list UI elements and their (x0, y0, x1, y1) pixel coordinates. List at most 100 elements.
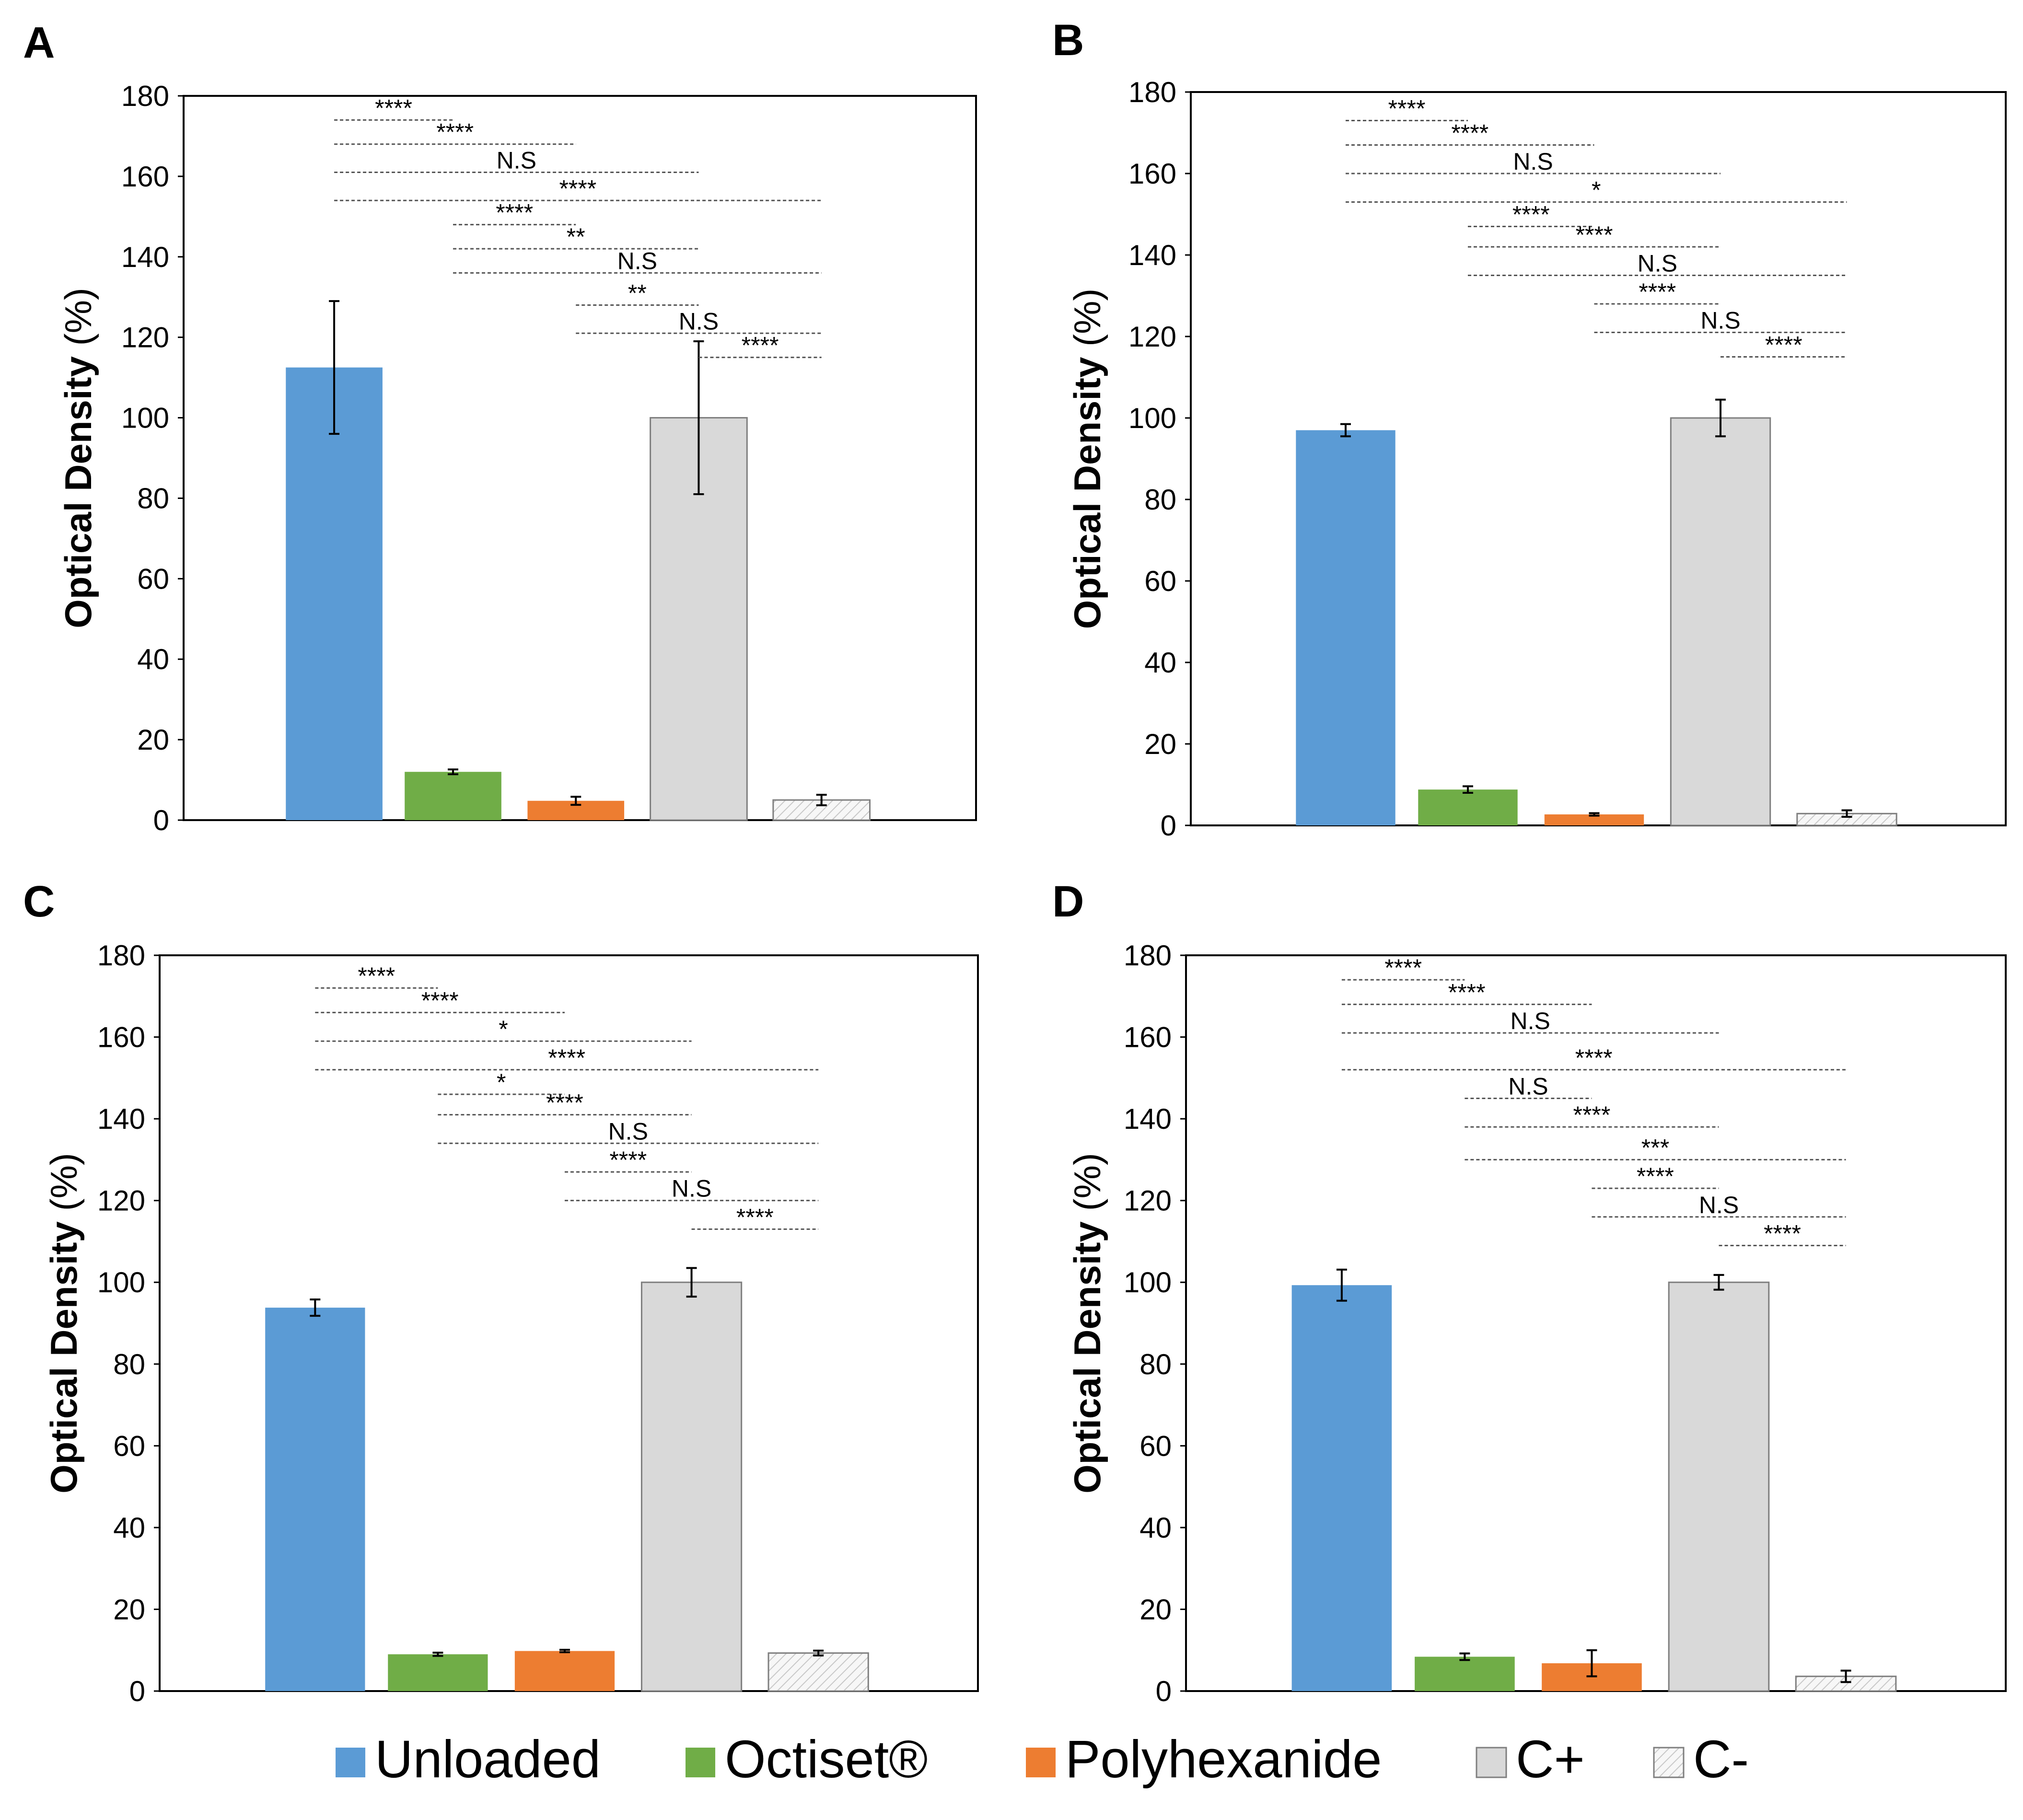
y-tick-label: 140 (1124, 1103, 1172, 1135)
significance-label: **** (421, 987, 459, 1014)
y-tick-label: 100 (1128, 402, 1176, 434)
y-tick-label: 60 (137, 563, 169, 595)
y-axis-label: Optical Density (%) (1066, 1153, 1108, 1494)
error-bar (570, 796, 581, 806)
legend-item: Octiset® (686, 1730, 928, 1789)
error-bar (813, 1649, 824, 1657)
significance-label: **** (1637, 1163, 1674, 1190)
bar-c+ (640, 1281, 743, 1692)
legend-item: Polyhexanide (1026, 1730, 1382, 1789)
legend-label: C+ (1516, 1730, 1585, 1789)
bar-unloaded (1296, 430, 1395, 825)
panel-letter: D (1052, 877, 1084, 926)
y-tick-label: 20 (137, 724, 169, 756)
y-tick-label: 80 (1144, 484, 1176, 516)
panel-d: D 0 20 40 60 80 100 120 140 160 180 Optical Density… (1052, 877, 2007, 1707)
bar-unloaded (1291, 1285, 1392, 1691)
y-tick-label: 20 (1144, 728, 1176, 760)
y-tick-label: 40 (113, 1512, 145, 1544)
y-axis-label-text: Optical Density (43, 1221, 85, 1494)
significance-label: **** (1639, 278, 1676, 305)
bar-polyhexanide (1544, 814, 1644, 825)
bar-c+ (1670, 417, 1771, 826)
significance-label: **** (548, 1044, 585, 1071)
significance-label: ** (567, 223, 585, 250)
y-tick-label: 120 (1124, 1185, 1172, 1217)
significance-label: **** (559, 175, 596, 202)
legend-swatch (1026, 1748, 1056, 1777)
significance-label: **** (436, 119, 474, 146)
y-tick-label: 120 (97, 1185, 145, 1217)
error-bar (329, 300, 340, 435)
error-bar (1340, 423, 1351, 438)
legend-label: C- (1693, 1730, 1749, 1789)
y-tick-label: 80 (137, 482, 169, 514)
error-bar (1840, 1669, 1851, 1683)
y-tick-label: 40 (137, 643, 169, 675)
error-bar (1459, 1652, 1470, 1661)
y-tick-label: 120 (121, 322, 169, 354)
error-bar (693, 340, 704, 496)
significance-label: ** (628, 280, 647, 307)
y-tick-label: 140 (121, 241, 169, 273)
significance-label: N.S (1508, 1073, 1548, 1100)
bar-c- (767, 1652, 869, 1692)
significance-label: **** (496, 199, 533, 226)
y-tick-label: 160 (1128, 158, 1176, 190)
bar-c+ (1668, 1281, 1770, 1692)
error-bar (1586, 1649, 1597, 1678)
error-bar (310, 1298, 321, 1317)
y-tick-label: 0 (1156, 1675, 1172, 1707)
y-tick-label: 160 (1124, 1021, 1172, 1054)
error-bar (686, 1267, 697, 1298)
y-axis-label-unit: (%) (43, 1153, 85, 1211)
y-tick-label: 80 (113, 1348, 145, 1380)
y-axis-label: Optical Density (%) (43, 1153, 85, 1494)
y-tick-label: 140 (97, 1103, 145, 1135)
significance-label: **** (358, 962, 395, 989)
error-bar (559, 1648, 570, 1653)
significance-label: **** (609, 1147, 647, 1173)
significance-label: **** (1764, 1220, 1801, 1247)
y-tick-label: 40 (1144, 647, 1176, 679)
y-tick-label: 100 (97, 1266, 145, 1298)
error-bar (1713, 1274, 1724, 1291)
panel-letter: A (23, 18, 55, 67)
bar-polyhexanide (514, 1651, 615, 1691)
y-tick-label: 100 (1124, 1266, 1172, 1298)
significance-label: **** (1448, 979, 1486, 1006)
significance-label: N.S (679, 308, 719, 335)
significance-label: **** (1575, 1044, 1613, 1071)
legend-label: Polyhexanide (1065, 1730, 1382, 1789)
significance-label: N.S (1513, 148, 1553, 175)
significance-label: **** (1388, 95, 1426, 122)
bar-c- (772, 799, 871, 821)
error-bar (1463, 785, 1473, 794)
significance-label: **** (1765, 332, 1802, 359)
y-tick-label: 180 (97, 939, 145, 972)
y-tick-label: 0 (1161, 810, 1176, 842)
chart-panels: A 0 20 40 60 80 100 120 140 160 180 Optical Density… (23, 16, 2007, 1707)
error-bar (1336, 1268, 1347, 1302)
y-tick-label: 80 (1139, 1348, 1172, 1380)
significance-label: N.S (1638, 250, 1677, 277)
significance-label: N.S (1511, 1008, 1550, 1034)
panel-letter: C (23, 877, 55, 926)
y-tick-label: 140 (1128, 239, 1176, 271)
legend-label: Unloaded (375, 1730, 601, 1789)
significance-label: **** (742, 332, 779, 359)
bar-octiset (1418, 789, 1518, 825)
bar-octiset (1415, 1657, 1515, 1691)
significance-label: * (1592, 177, 1601, 204)
y-axis-label: Optical Density (%) (1066, 289, 1108, 629)
panel-c: C 0 20 40 60 80 100 120 140 160 180 Optical Density… (23, 877, 979, 1707)
significance-label: *** (1641, 1134, 1669, 1161)
bar-octiset (388, 1654, 488, 1691)
significance-label: **** (1384, 954, 1422, 981)
significance-label: N.S (617, 247, 657, 274)
y-tick-label: 180 (1128, 76, 1176, 108)
y-axis-label: Optical Density (%) (57, 288, 99, 628)
significance-label: * (499, 1016, 508, 1043)
y-tick-label: 180 (121, 80, 169, 112)
